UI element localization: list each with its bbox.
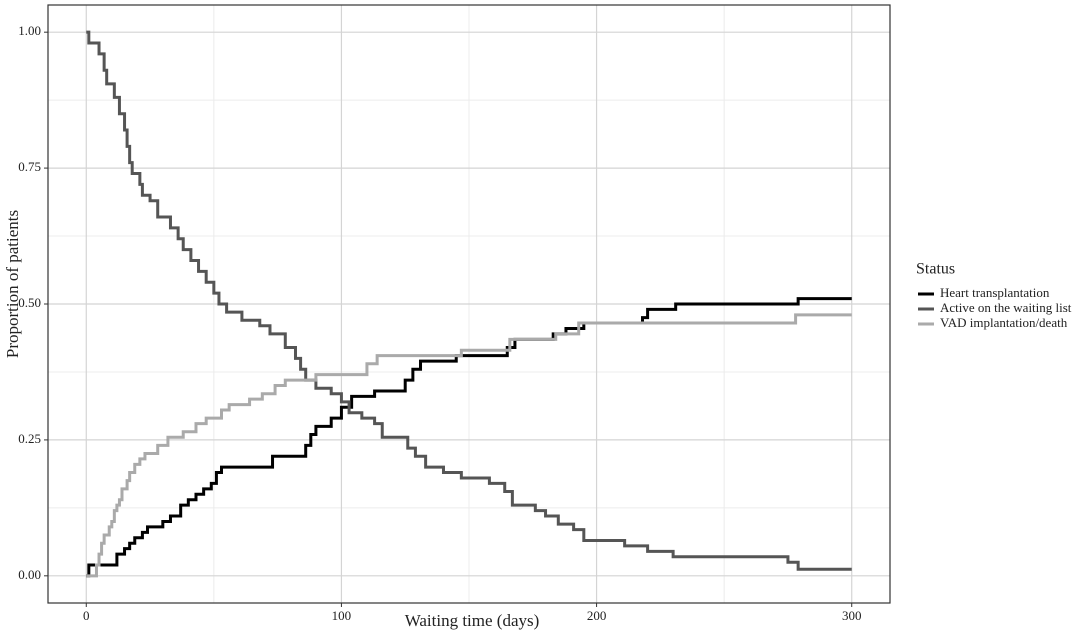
x-tick-label: 100 xyxy=(332,608,352,623)
legend-title: Status xyxy=(916,261,955,278)
x-tick-label: 0 xyxy=(83,608,90,623)
plot-border xyxy=(47,4,891,604)
legend-label: VAD implantation/death xyxy=(940,315,1068,330)
x-axis-title: Waiting time (days) xyxy=(405,611,540,630)
y-tick-label: 0.25 xyxy=(18,431,41,446)
x-tick-label: 200 xyxy=(587,608,607,623)
y-tick-label: 0.75 xyxy=(18,159,41,174)
step-line xyxy=(86,30,852,571)
y-tick-label: 0.50 xyxy=(18,295,41,310)
y-tick-label: 1.00 xyxy=(18,23,41,38)
y-axis-title: Proportion of patients xyxy=(3,210,22,358)
legend-label: Active on the waiting list xyxy=(940,300,1072,315)
x-tick-label: 300 xyxy=(842,608,862,623)
y-tick-label: 0.00 xyxy=(18,567,41,582)
legend-label: Heart transplantation xyxy=(940,285,1050,300)
step-line xyxy=(86,313,852,578)
